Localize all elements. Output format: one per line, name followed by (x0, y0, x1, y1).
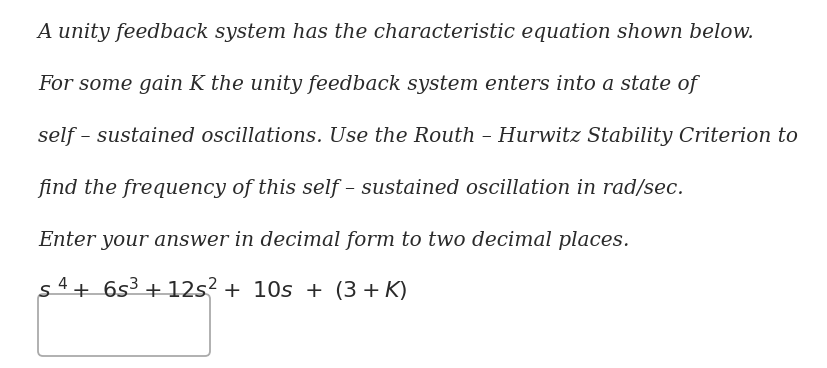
FancyBboxPatch shape (38, 294, 210, 356)
Text: $\mathit{s}\ ^{4}+\ 6\mathit{s}^{3}+12\mathit{s}^{2}+\ 10\mathit{s}\ +\ (3+\math: $\mathit{s}\ ^{4}+\ 6\mathit{s}^{3}+12\m… (38, 276, 408, 304)
Text: find the frequency of this self – sustained oscillation in rad/sec.: find the frequency of this self – sustai… (38, 179, 684, 198)
Text: A unity feedback system has the characteristic equation shown below.: A unity feedback system has the characte… (38, 23, 755, 42)
Text: Enter your answer in decimal form to two decimal places.: Enter your answer in decimal form to two… (38, 231, 629, 250)
Text: self – sustained oscillations. Use the Routh – Hurwitz Stability Criterion to: self – sustained oscillations. Use the R… (38, 127, 798, 146)
Text: For some gain K the unity feedback system enters into a state of: For some gain K the unity feedback syste… (38, 75, 697, 94)
